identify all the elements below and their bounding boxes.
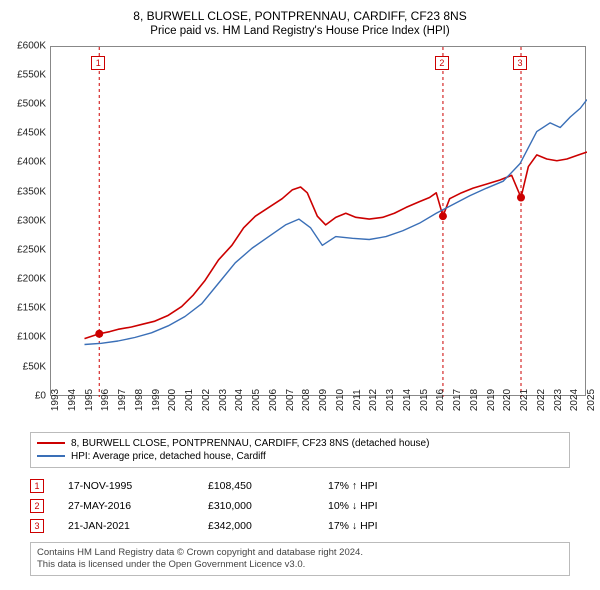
footer: Contains HM Land Registry data © Crown c… <box>30 542 570 577</box>
x-tick-label: 2025 <box>586 389 597 411</box>
x-tick-label: 1997 <box>117 389 128 411</box>
y-tick-label: £300K <box>17 215 46 226</box>
legend-item: HPI: Average price, detached house, Card… <box>37 450 563 463</box>
x-tick-label: 1999 <box>151 389 162 411</box>
event-diff: 10% ↓ HPI <box>328 500 448 512</box>
x-tick-label: 2007 <box>285 389 296 411</box>
event-row: 3 21-JAN-2021 £342,000 17% ↓ HPI <box>30 516 570 536</box>
x-tick-label: 2009 <box>318 389 329 411</box>
chart-box: £0 £50K £100K £150K £200K £250K £300K £350K £400… <box>10 46 590 424</box>
x-tick-label: 2012 <box>368 389 379 411</box>
y-tick-label: £450K <box>17 128 46 139</box>
y-tick-label: £50K <box>23 361 46 372</box>
event-date: 17-NOV-1995 <box>68 480 208 492</box>
x-tick-label: 1998 <box>134 389 145 411</box>
x-tick-label: 2014 <box>402 389 413 411</box>
chart-marker: 3 <box>513 56 527 70</box>
event-marker: 3 <box>30 519 44 533</box>
x-tick-label: 2016 <box>435 389 446 411</box>
y-tick-label: £600K <box>17 40 46 51</box>
chart-subtitle: Price paid vs. HM Land Registry's House … <box>10 24 590 40</box>
y-tick-label: £100K <box>17 332 46 343</box>
x-tick-label: 2003 <box>218 389 229 411</box>
x-tick-label: 2021 <box>519 389 530 411</box>
plot-svg <box>51 47 587 397</box>
x-tick-label: 2018 <box>469 389 480 411</box>
chart-container: 8, BURWELL CLOSE, PONTPRENNAU, CARDIFF, … <box>0 0 600 590</box>
x-tick-label: 2006 <box>268 389 279 411</box>
y-tick-label: £350K <box>17 186 46 197</box>
events-table: 1 17-NOV-1995 £108,450 17% ↑ HPI 2 27-MA… <box>30 476 570 536</box>
x-tick-label: 2024 <box>569 389 580 411</box>
x-tick-label: 2011 <box>352 389 363 411</box>
event-date: 27-MAY-2016 <box>68 500 208 512</box>
event-marker: 2 <box>30 499 44 513</box>
y-tick-label: £250K <box>17 244 46 255</box>
y-tick-label: £500K <box>17 99 46 110</box>
x-tick-label: 2015 <box>419 389 430 411</box>
legend-swatch <box>37 455 65 457</box>
y-tick-label: £0 <box>35 390 46 401</box>
chart-marker: 2 <box>435 56 449 70</box>
event-price: £108,450 <box>208 480 328 492</box>
x-tick-label: 2023 <box>553 389 564 411</box>
x-tick-label: 2004 <box>234 389 245 411</box>
event-marker: 1 <box>30 479 44 493</box>
y-tick-label: £150K <box>17 303 46 314</box>
y-tick-label: £200K <box>17 274 46 285</box>
y-tick-label: £400K <box>17 157 46 168</box>
plot-area <box>50 46 586 396</box>
event-price: £342,000 <box>208 520 328 532</box>
legend-label: HPI: Average price, detached house, Card… <box>71 451 266 462</box>
x-tick-label: 2020 <box>502 389 513 411</box>
event-row: 2 27-MAY-2016 £310,000 10% ↓ HPI <box>30 496 570 516</box>
x-tick-label: 2001 <box>184 389 195 411</box>
legend-swatch <box>37 442 65 444</box>
x-tick-label: 1993 <box>50 389 61 411</box>
x-tick-label: 2013 <box>385 389 396 411</box>
chart-title: 8, BURWELL CLOSE, PONTPRENNAU, CARDIFF, … <box>10 8 590 24</box>
footer-line: Contains HM Land Registry data © Crown c… <box>37 547 563 559</box>
x-tick-label: 2005 <box>251 389 262 411</box>
y-tick-label: £550K <box>17 69 46 80</box>
x-tick-label: 2010 <box>335 389 346 411</box>
x-tick-label: 2000 <box>167 389 178 411</box>
chart-marker: 1 <box>91 56 105 70</box>
x-tick-label: 2019 <box>486 389 497 411</box>
footer-line: This data is licensed under the Open Gov… <box>37 559 563 571</box>
event-date: 21-JAN-2021 <box>68 520 208 532</box>
x-tick-label: 1994 <box>67 389 78 411</box>
legend-item: 8, BURWELL CLOSE, PONTPRENNAU, CARDIFF, … <box>37 437 563 450</box>
event-diff: 17% ↑ HPI <box>328 480 448 492</box>
event-diff: 17% ↓ HPI <box>328 520 448 532</box>
legend-label: 8, BURWELL CLOSE, PONTPRENNAU, CARDIFF, … <box>71 438 429 449</box>
x-tick-label: 2002 <box>201 389 212 411</box>
event-row: 1 17-NOV-1995 £108,450 17% ↑ HPI <box>30 476 570 496</box>
x-tick-label: 2008 <box>301 389 312 411</box>
x-tick-label: 1996 <box>100 389 111 411</box>
x-tick-label: 2022 <box>536 389 547 411</box>
event-price: £310,000 <box>208 500 328 512</box>
legend: 8, BURWELL CLOSE, PONTPRENNAU, CARDIFF, … <box>30 432 570 468</box>
x-tick-label: 2017 <box>452 389 463 411</box>
x-tick-label: 1995 <box>84 389 95 411</box>
